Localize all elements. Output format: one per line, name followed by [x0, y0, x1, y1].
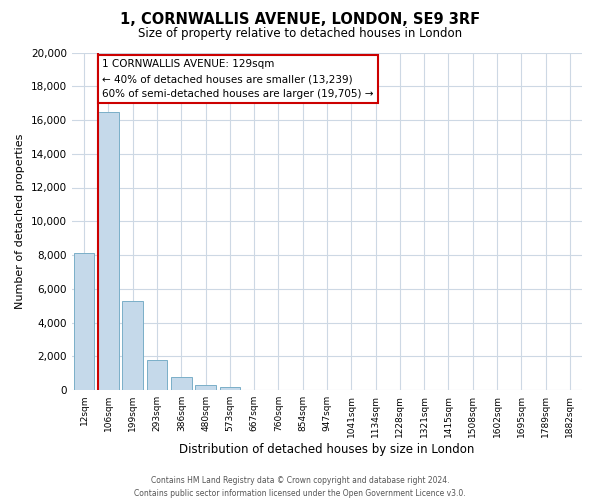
Text: 1, CORNWALLIS AVENUE, LONDON, SE9 3RF: 1, CORNWALLIS AVENUE, LONDON, SE9 3RF	[120, 12, 480, 28]
Bar	[98, 112, 119, 390]
Bar	[220, 386, 240, 390]
Bar	[195, 385, 216, 390]
Y-axis label: Number of detached properties: Number of detached properties	[16, 134, 25, 309]
Bar	[146, 360, 167, 390]
Bar	[122, 300, 143, 390]
Bar	[74, 254, 94, 390]
Text: Size of property relative to detached houses in London: Size of property relative to detached ho…	[138, 28, 462, 40]
X-axis label: Distribution of detached houses by size in London: Distribution of detached houses by size …	[179, 442, 475, 456]
Text: Contains HM Land Registry data © Crown copyright and database right 2024.
Contai: Contains HM Land Registry data © Crown c…	[134, 476, 466, 498]
Text: 1 CORNWALLIS AVENUE: 129sqm
← 40% of detached houses are smaller (13,239)
60% of: 1 CORNWALLIS AVENUE: 129sqm ← 40% of det…	[103, 59, 374, 99]
Bar	[171, 378, 191, 390]
